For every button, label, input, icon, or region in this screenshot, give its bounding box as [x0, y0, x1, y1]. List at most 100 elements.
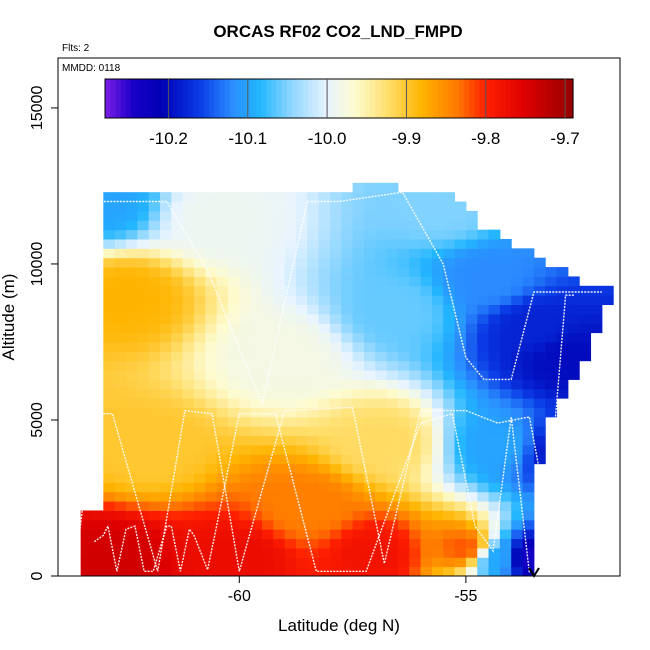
heatmap-cell [465, 257, 478, 268]
heatmap-cell [579, 323, 592, 334]
heatmap-cell [341, 519, 354, 530]
heatmap-cell [386, 238, 399, 249]
heatmap-cell [431, 220, 444, 231]
heatmap-cell [239, 210, 252, 221]
heatmap-cell [193, 529, 206, 540]
heatmap-cell [114, 473, 127, 483]
heatmap-cell [420, 210, 433, 221]
heatmap-cell [567, 313, 580, 324]
heatmap-cell [171, 398, 184, 408]
heatmap-cell [205, 566, 218, 577]
heatmap-cell [499, 529, 512, 540]
heatmap-cell [239, 482, 252, 493]
heatmap-cell [477, 547, 490, 558]
heatmap-cell [363, 510, 376, 521]
heatmap-cell [511, 473, 524, 483]
heatmap-cell [114, 482, 127, 493]
y-tick-label: 0 [29, 571, 46, 580]
heatmap-cell [341, 388, 354, 399]
heatmap-cell [465, 426, 478, 437]
heatmap-cell [352, 332, 365, 343]
heatmap-cell [193, 201, 206, 212]
heatmap-cell [205, 379, 218, 390]
heatmap-cell [533, 285, 546, 296]
heatmap-cell [261, 557, 274, 568]
heatmap-cell [205, 501, 218, 511]
heatmap-cell [114, 454, 127, 465]
heatmap-cell [295, 557, 308, 568]
heatmap-cell [80, 510, 93, 521]
heatmap-cell [103, 379, 116, 390]
heatmap-cell [318, 510, 331, 521]
heatmap-cell [159, 248, 172, 259]
heatmap-cell [307, 276, 320, 287]
heatmap-cell [420, 201, 433, 212]
heatmap-cell [397, 332, 410, 343]
heatmap-cell [239, 435, 252, 446]
heatmap-cell [216, 285, 229, 296]
heatmap-cell [273, 285, 286, 296]
colorbar-swatch [255, 79, 262, 118]
heatmap-cell [171, 332, 184, 343]
colorbar-swatch [214, 79, 220, 118]
heatmap-cell [205, 529, 218, 540]
heatmap-cell [250, 407, 263, 418]
heatmap-cell [103, 229, 116, 240]
heatmap-cell [533, 388, 546, 399]
heatmap-cell [159, 285, 172, 296]
heatmap-cell [545, 304, 558, 315]
heatmap-cell [318, 220, 331, 231]
heatmap-cell [205, 257, 218, 268]
colorbar-swatch [479, 79, 486, 118]
heatmap-cell [409, 547, 422, 558]
heatmap-cell [386, 444, 399, 455]
heatmap-cell [114, 370, 127, 380]
heatmap-cell [148, 435, 161, 446]
heatmap-cell [363, 444, 376, 455]
heatmap-cell [148, 473, 161, 483]
heatmap-cell [125, 426, 138, 437]
heatmap-cell [250, 201, 263, 212]
heatmap-cell [205, 491, 218, 502]
heatmap-cell [295, 416, 308, 427]
heatmap-cell [273, 295, 286, 306]
heatmap-cell [284, 304, 297, 315]
heatmap-cell [579, 285, 592, 296]
heatmap-cell [522, 332, 535, 343]
heatmap-cell [465, 519, 478, 530]
heatmap-cell [465, 482, 478, 493]
colorbar-tick-label: -9.9 [392, 129, 421, 148]
heatmap-cell [261, 351, 274, 362]
heatmap-cell [352, 538, 365, 549]
colorbar-swatch [297, 79, 304, 118]
heatmap-cell [171, 210, 184, 221]
heatmap-cell [533, 379, 546, 390]
heatmap-cell [341, 220, 354, 231]
heatmap-cell [363, 426, 376, 437]
heatmap-cell [148, 501, 161, 511]
heatmap-cell [114, 491, 127, 502]
heatmap-cell [363, 501, 376, 511]
heatmap-cell [443, 295, 456, 306]
heatmap-cell [148, 229, 161, 240]
heatmap-cell [341, 248, 354, 259]
heatmap-cell [137, 557, 150, 568]
heatmap-cell [91, 557, 104, 568]
heatmap-cell [397, 547, 410, 558]
heatmap-cell [409, 267, 422, 277]
heatmap-cell [454, 444, 467, 455]
heatmap-cell [454, 547, 467, 558]
heatmap-cell [239, 201, 252, 212]
heatmap-cell [556, 332, 569, 343]
heatmap-cell [295, 210, 308, 221]
heatmap-cell [454, 341, 467, 352]
heatmap-cell [420, 491, 433, 502]
heatmap-cell [420, 351, 433, 362]
heatmap-cell [250, 463, 263, 474]
heatmap-cell [148, 538, 161, 549]
heatmap-cell [375, 351, 388, 362]
heatmap-cell [409, 313, 422, 324]
heatmap-cell [341, 416, 354, 427]
heatmap-cell [397, 220, 410, 231]
heatmap-cell [205, 510, 218, 521]
